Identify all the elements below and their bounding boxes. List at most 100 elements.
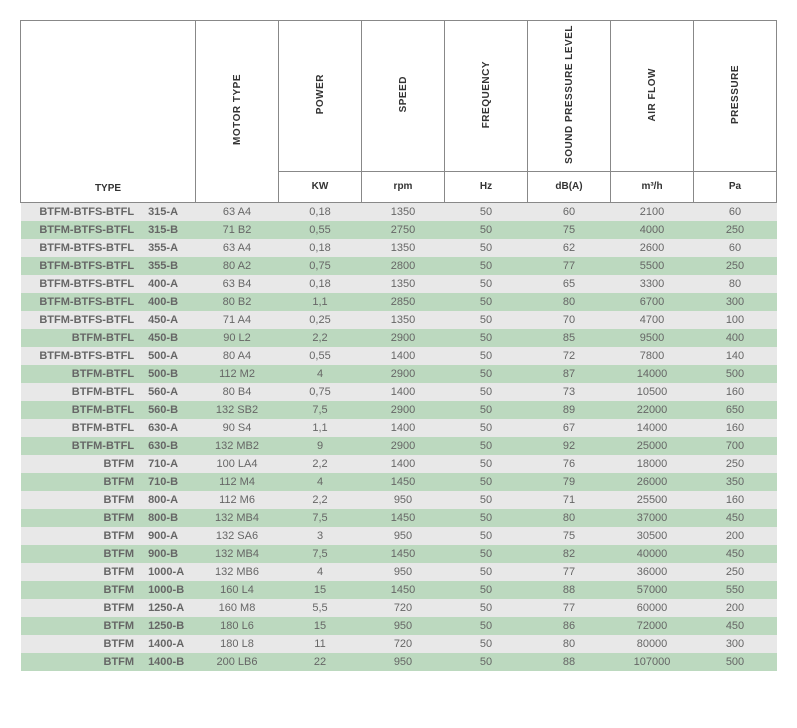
power-cell: 15 — [279, 581, 362, 599]
motor-cell: 160 L4 — [196, 581, 279, 599]
sound-cell: 86 — [528, 617, 611, 635]
power-cell: 2,2 — [279, 455, 362, 473]
pressure-cell: 500 — [694, 653, 777, 671]
speed-cell: 950 — [362, 527, 445, 545]
table-header: TYPE MOTOR TYPE POWER SPEED FREQUENCY SO… — [21, 21, 777, 203]
motor-cell: 132 MB4 — [196, 545, 279, 563]
table-row: BTFM-BTFL450-B90 L22,2290050859500400 — [21, 329, 777, 347]
pressure-cell: 80 — [694, 275, 777, 293]
power-cell: 4 — [279, 473, 362, 491]
table-row: BTFM-BTFS-BTFL315-A63 A40,18135050602100… — [21, 202, 777, 221]
airflow-cell: 2100 — [611, 202, 694, 221]
type-main-cell: BTFM-BTFL — [21, 365, 145, 383]
power-cell: 5,5 — [279, 599, 362, 617]
type-main-cell: BTFM — [21, 617, 145, 635]
airflow-cell: 72000 — [611, 617, 694, 635]
table-row: BTFM-BTFL500-B112 M242900508714000500 — [21, 365, 777, 383]
airflow-cell: 5500 — [611, 257, 694, 275]
airflow-cell: 25000 — [611, 437, 694, 455]
sound-cell: 80 — [528, 509, 611, 527]
table-row: BTFM-BTFS-BTFL450-A71 A40,25135050704700… — [21, 311, 777, 329]
speed-cell: 1350 — [362, 202, 445, 221]
power-cell: 0,55 — [279, 221, 362, 239]
power-cell: 0,75 — [279, 257, 362, 275]
power-cell: 0,75 — [279, 383, 362, 401]
type-main-cell: BTFM-BTFS-BTFL — [21, 202, 145, 221]
table-row: BTFM-BTFS-BTFL400-B80 B21,12850508067003… — [21, 293, 777, 311]
header-motor: MOTOR TYPE — [196, 21, 279, 203]
airflow-cell: 3300 — [611, 275, 694, 293]
freq-cell: 50 — [445, 491, 528, 509]
airflow-cell: 57000 — [611, 581, 694, 599]
sound-cell: 62 — [528, 239, 611, 257]
airflow-cell: 36000 — [611, 563, 694, 581]
header-frequency: FREQUENCY — [445, 21, 528, 172]
freq-cell: 50 — [445, 347, 528, 365]
power-cell: 0,18 — [279, 202, 362, 221]
type-sub-cell: 900-A — [144, 527, 195, 545]
type-sub-cell: 560-B — [144, 401, 195, 419]
airflow-cell: 22000 — [611, 401, 694, 419]
table-row: BTFM-BTFS-BTFL400-A63 B40,18135050653300… — [21, 275, 777, 293]
sound-cell: 89 — [528, 401, 611, 419]
speed-cell: 2900 — [362, 329, 445, 347]
sound-cell: 65 — [528, 275, 611, 293]
type-sub-cell: 355-A — [144, 239, 195, 257]
power-cell: 0,25 — [279, 311, 362, 329]
type-sub-cell: 710-B — [144, 473, 195, 491]
freq-cell: 50 — [445, 653, 528, 671]
sound-cell: 76 — [528, 455, 611, 473]
table-row: BTFM-BTFL630-A90 S41,11400506714000160 — [21, 419, 777, 437]
freq-cell: 50 — [445, 329, 528, 347]
type-main-cell: BTFM — [21, 545, 145, 563]
power-cell: 7,5 — [279, 545, 362, 563]
type-main-cell: BTFM — [21, 491, 145, 509]
motor-cell: 71 B2 — [196, 221, 279, 239]
type-sub-cell: 1400-B — [144, 653, 195, 671]
motor-cell: 132 SA6 — [196, 527, 279, 545]
freq-cell: 50 — [445, 527, 528, 545]
freq-cell: 50 — [445, 581, 528, 599]
type-sub-cell: 710-A — [144, 455, 195, 473]
pressure-cell: 60 — [694, 202, 777, 221]
sound-cell: 77 — [528, 257, 611, 275]
sound-cell: 77 — [528, 599, 611, 617]
pressure-cell: 350 — [694, 473, 777, 491]
speed-cell: 1450 — [362, 509, 445, 527]
airflow-cell: 107000 — [611, 653, 694, 671]
motor-cell: 180 L6 — [196, 617, 279, 635]
header-power: POWER — [279, 21, 362, 172]
airflow-cell: 4000 — [611, 221, 694, 239]
speed-cell: 2850 — [362, 293, 445, 311]
sound-cell: 80 — [528, 293, 611, 311]
airflow-cell: 2600 — [611, 239, 694, 257]
freq-cell: 50 — [445, 202, 528, 221]
unit-frequency: Hz — [445, 171, 528, 202]
header-pressure: PRESSURE — [694, 21, 777, 172]
type-main-cell: BTFM — [21, 455, 145, 473]
specs-table: TYPE MOTOR TYPE POWER SPEED FREQUENCY SO… — [20, 20, 777, 671]
power-cell: 0,18 — [279, 275, 362, 293]
sound-cell: 75 — [528, 221, 611, 239]
speed-cell: 1350 — [362, 311, 445, 329]
table-row: BTFM-BTFS-BTFL355-B80 A20,75280050775500… — [21, 257, 777, 275]
type-sub-cell: 1250-A — [144, 599, 195, 617]
motor-cell: 63 A4 — [196, 202, 279, 221]
motor-cell: 112 M4 — [196, 473, 279, 491]
type-main-cell: BTFM — [21, 527, 145, 545]
motor-cell: 100 LA4 — [196, 455, 279, 473]
motor-cell: 80 B2 — [196, 293, 279, 311]
type-sub-cell: 400-A — [144, 275, 195, 293]
header-speed: SPEED — [362, 21, 445, 172]
table-row: BTFM1250-B180 L615950508672000450 — [21, 617, 777, 635]
type-main-cell: BTFM-BTFL — [21, 419, 145, 437]
type-sub-cell: 355-B — [144, 257, 195, 275]
power-cell: 3 — [279, 527, 362, 545]
sound-cell: 82 — [528, 545, 611, 563]
pressure-cell: 160 — [694, 383, 777, 401]
sound-cell: 71 — [528, 491, 611, 509]
type-sub-cell: 1250-B — [144, 617, 195, 635]
motor-cell: 90 S4 — [196, 419, 279, 437]
motor-cell: 132 SB2 — [196, 401, 279, 419]
motor-cell: 80 A4 — [196, 347, 279, 365]
